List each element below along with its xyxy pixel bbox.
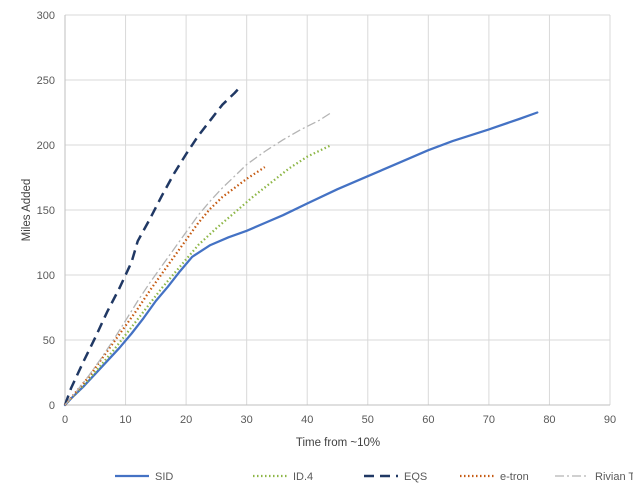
series-line-id-4 — [64, 143, 332, 406]
y-tick-label: 200 — [37, 140, 55, 152]
y-tick-label: 0 — [49, 400, 55, 412]
y-tick-label: 300 — [37, 10, 55, 22]
x-tick-label: 60 — [422, 414, 434, 426]
y-tick-label: 150 — [37, 205, 55, 217]
series-line-eqs — [63, 85, 242, 406]
x-tick-label: 20 — [180, 414, 192, 426]
tick-labels: 0 50 100 150 200 250 300 0 10 20 30 40 50 60 70 80 90 — [37, 10, 616, 426]
series-line-sid — [63, 111, 539, 407]
y-axis-title: Miles Added — [21, 179, 33, 242]
axes — [64, 15, 610, 406]
series-line-rivian-target — [64, 111, 332, 406]
x-tick-label: 0 — [62, 414, 68, 426]
x-tick-label: 70 — [483, 414, 495, 426]
legend: SID ID.4 EQS e-tron Rivian Target — [115, 471, 633, 483]
legend-label: Rivian Target — [595, 471, 633, 483]
x-axis-title: Time from ~10% — [296, 437, 380, 449]
series-lines — [63, 85, 539, 407]
legend-label: e-tron — [500, 471, 529, 483]
x-tick-label: 10 — [119, 414, 131, 426]
y-tick-label: 100 — [37, 270, 55, 282]
x-tick-label: 30 — [241, 414, 253, 426]
legend-label: ID.4 — [293, 471, 313, 483]
x-tick-label: 40 — [301, 414, 313, 426]
x-tick-label: 50 — [362, 414, 374, 426]
x-tick-label: 90 — [604, 414, 616, 426]
gridlines — [65, 14, 611, 405]
y-tick-label: 250 — [37, 75, 55, 87]
legend-label: EQS — [404, 471, 427, 483]
x-tick-label: 80 — [543, 414, 555, 426]
y-tick-label: 50 — [43, 335, 55, 347]
series-line-e-tron — [64, 166, 266, 406]
legend-label: SID — [155, 471, 173, 483]
